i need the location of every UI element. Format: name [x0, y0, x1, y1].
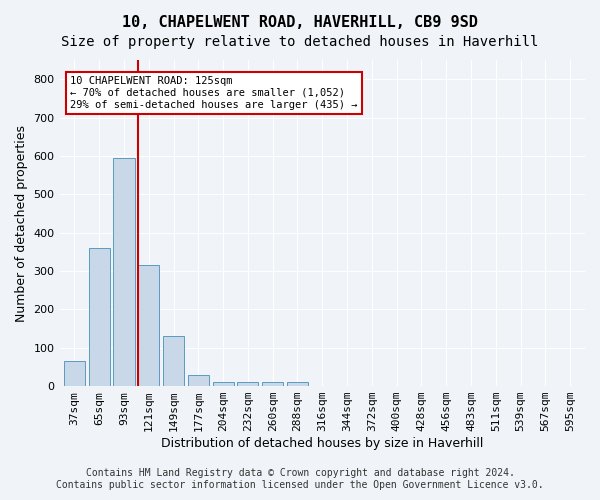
- Y-axis label: Number of detached properties: Number of detached properties: [15, 124, 28, 322]
- Bar: [138, 265, 160, 386]
- Bar: [262, 382, 283, 386]
- Bar: [64, 361, 85, 386]
- Bar: [188, 374, 209, 386]
- Text: Size of property relative to detached houses in Haverhill: Size of property relative to detached ho…: [61, 35, 539, 49]
- Text: Contains HM Land Registry data © Crown copyright and database right 2024.
Contai: Contains HM Land Registry data © Crown c…: [56, 468, 544, 490]
- Bar: [163, 336, 184, 386]
- X-axis label: Distribution of detached houses by size in Haverhill: Distribution of detached houses by size …: [161, 437, 484, 450]
- Text: 10, CHAPELWENT ROAD, HAVERHILL, CB9 9SD: 10, CHAPELWENT ROAD, HAVERHILL, CB9 9SD: [122, 15, 478, 30]
- Bar: [113, 158, 134, 386]
- Bar: [287, 382, 308, 386]
- Text: 10 CHAPELWENT ROAD: 125sqm
← 70% of detached houses are smaller (1,052)
29% of s: 10 CHAPELWENT ROAD: 125sqm ← 70% of deta…: [70, 76, 358, 110]
- Bar: [238, 382, 259, 386]
- Bar: [89, 248, 110, 386]
- Bar: [212, 382, 233, 386]
